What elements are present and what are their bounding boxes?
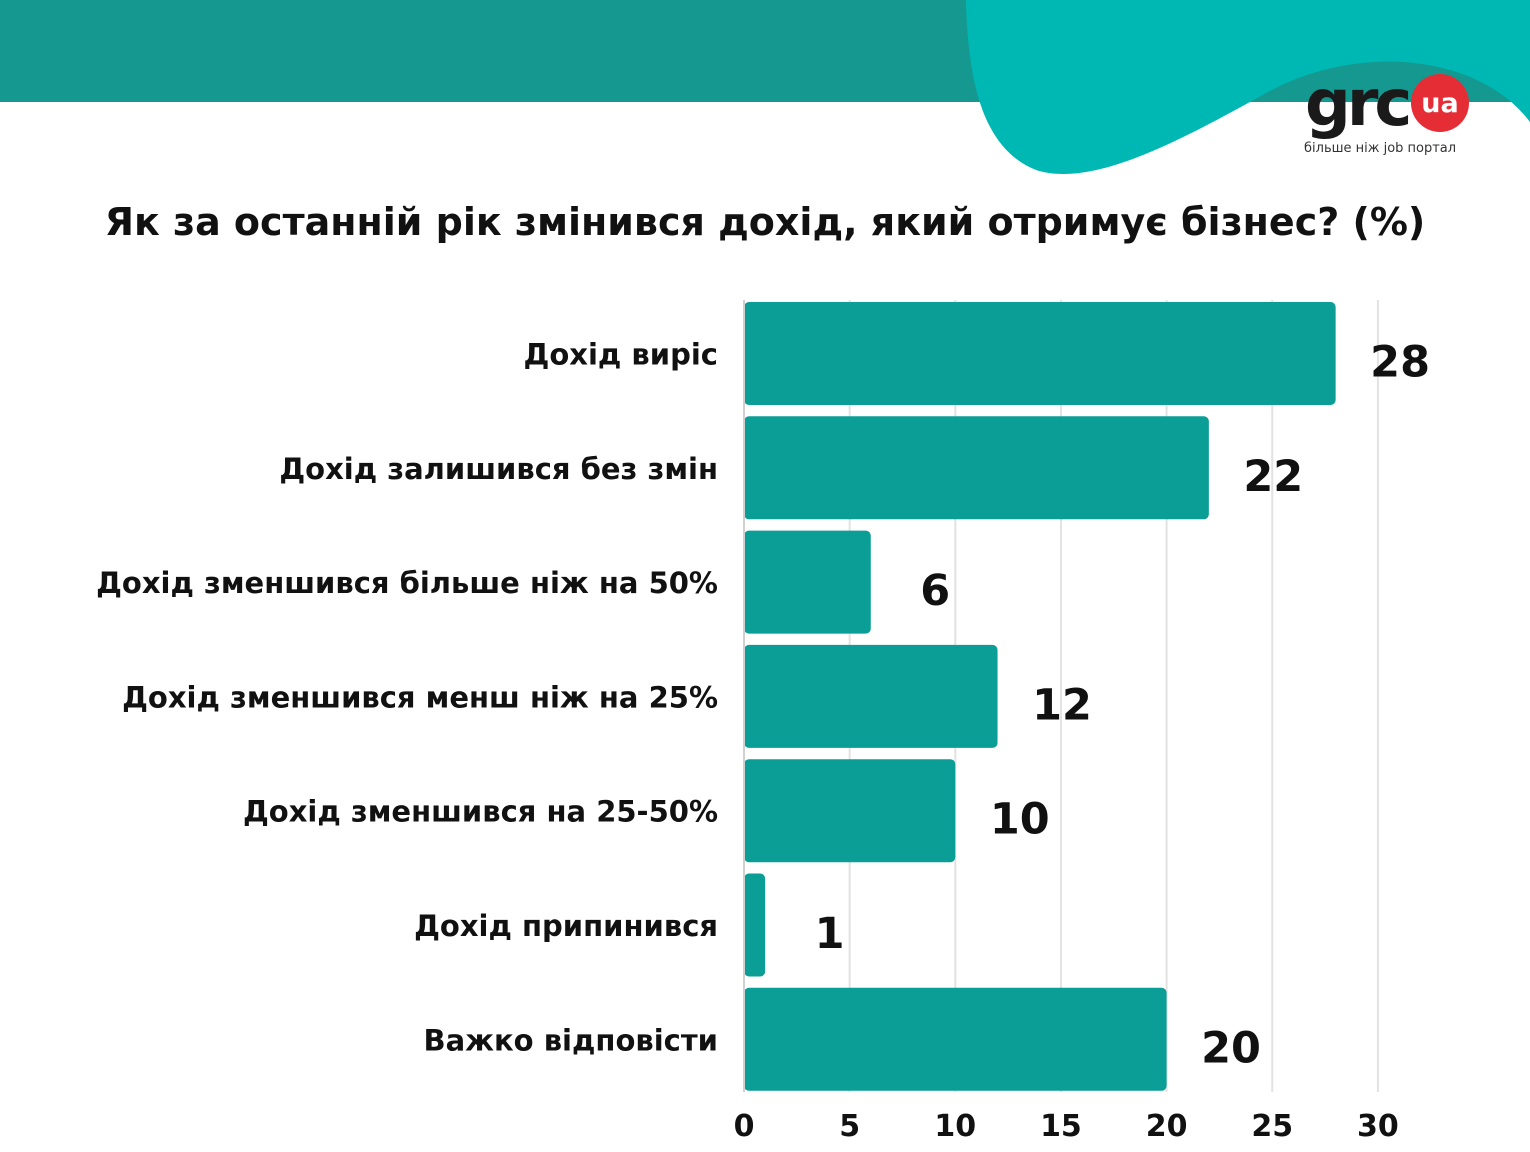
category-label: Дохід зменшився менш ніж на 25% [122,680,718,714]
category-label: Важко відповісти [423,1023,718,1057]
category-label: Дохід виріс [524,338,718,372]
x-tick-label: 25 [1251,1109,1293,1144]
data-label: 10 [990,795,1050,845]
bar [744,302,1336,405]
category-label: Дохід припинився [414,909,718,943]
bar [744,530,871,634]
category-label: Дохід зменшився на 25-50% [243,795,718,829]
data-label: 20 [1201,1023,1261,1073]
x-tick-label: 10 [934,1109,976,1144]
logo-wordmark: grc [1305,67,1412,141]
x-tick-label: 20 [1146,1109,1188,1144]
logo-tagline: більше ніж job портал [1304,141,1457,156]
bar [744,987,1167,1091]
data-label: 1 [815,909,845,959]
category-label: Дохід залишився без змін [279,452,718,486]
data-label: 22 [1243,452,1303,502]
data-label: 6 [920,566,950,616]
chart-title: Як за останній рік змінився дохід, який … [104,200,1426,244]
x-tick-label: 5 [839,1109,860,1144]
grc-logo: grc ua більше ніж job портал [1300,70,1485,165]
bar [744,644,998,748]
data-label: 12 [1032,680,1092,730]
x-tick-label: 15 [1040,1109,1082,1144]
x-tick-label: 30 [1357,1109,1399,1144]
logo-badge: ua [1411,74,1469,132]
bar [744,416,1209,520]
data-label: 28 [1370,338,1430,388]
bar [744,873,766,977]
bar [744,759,956,863]
category-label: Дохід зменшився більше ніж на 50% [96,566,718,600]
header-banner [0,0,1530,174]
x-tick-label: 0 [734,1109,755,1144]
